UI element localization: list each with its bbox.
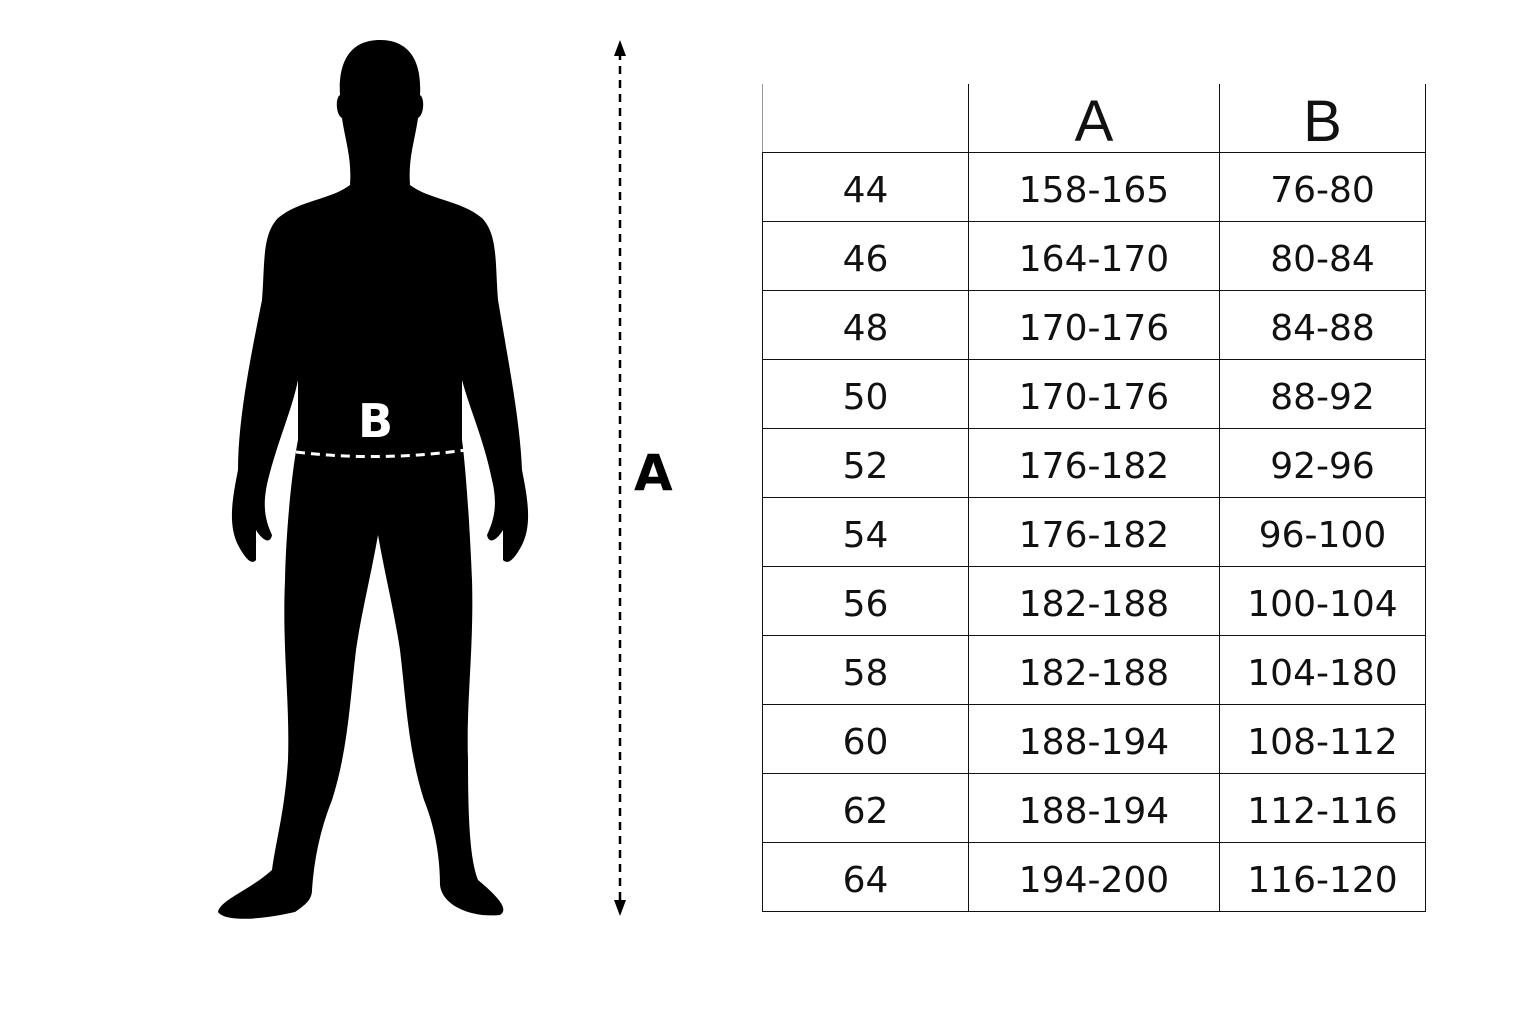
size-cell: 64 [762,842,969,912]
size-cell: 44 [762,152,969,222]
table-row: 48 170-176 84-88 [762,290,1426,360]
table-row: 46 164-170 80-84 [762,221,1426,291]
height-range-cell: 182-188 [968,635,1220,705]
column-header [762,84,969,153]
height-range-cell: 176-182 [968,497,1220,567]
size-cell: 54 [762,497,969,567]
table-row: 50 170-176 88-92 [762,359,1426,429]
waist-range-cell: 88-92 [1219,359,1426,429]
arrow-down-icon [614,900,626,916]
table-row: 44 158-165 76-80 [762,152,1426,222]
waist-range-cell: 112-116 [1219,773,1426,843]
height-range-cell: 170-176 [968,359,1220,429]
waist-range-cell: 84-88 [1219,290,1426,360]
waist-range-cell: 92-96 [1219,428,1426,498]
body-silhouette-diagram [218,40,626,919]
table-row: 62 188-194 112-116 [762,773,1426,843]
table-row: 52 176-182 92-96 [762,428,1426,498]
column-header: A [968,84,1220,153]
waist-range-cell: 108-112 [1219,704,1426,774]
height-range-cell: 188-194 [968,704,1220,774]
column-header: B [1219,84,1426,153]
height-label: A [634,444,673,502]
waist-range-cell: 80-84 [1219,221,1426,291]
waist-range-cell: 96-100 [1219,497,1426,567]
size-cell: 50 [762,359,969,429]
table-row: 60 188-194 108-112 [762,704,1426,774]
height-range-cell: 170-176 [968,290,1220,360]
table-row: 54 176-182 96-100 [762,497,1426,567]
waist-label: B [358,394,394,448]
size-cell: 60 [762,704,969,774]
height-range-cell: 158-165 [968,152,1220,222]
size-cell: 52 [762,428,969,498]
height-range-cell: 164-170 [968,221,1220,291]
table-row: 64 194-200 116-120 [762,842,1426,912]
size-chart-table: A B 44 158-165 76-80 46 164-170 80-84 48 170-176 8… [762,84,1426,912]
human-silhouette [218,40,529,919]
size-cell: 48 [762,290,969,360]
table-row: 56 182-188 100-104 [762,566,1426,636]
arrow-up-icon [614,40,626,56]
waist-measure-line [295,448,467,459]
height-range-cell: 176-182 [968,428,1220,498]
waist-range-cell: 100-104 [1219,566,1426,636]
size-cell: 46 [762,221,969,291]
waist-range-cell: 104-180 [1219,635,1426,705]
height-range-cell: 188-194 [968,773,1220,843]
size-cell: 62 [762,773,969,843]
height-range-cell: 194-200 [968,842,1220,912]
size-cell: 58 [762,635,969,705]
table-row: 58 182-188 104-180 [762,635,1426,705]
size-cell: 56 [762,566,969,636]
waist-range-cell: 116-120 [1219,842,1426,912]
height-range-cell: 182-188 [968,566,1220,636]
waist-range-cell: 76-80 [1219,152,1426,222]
